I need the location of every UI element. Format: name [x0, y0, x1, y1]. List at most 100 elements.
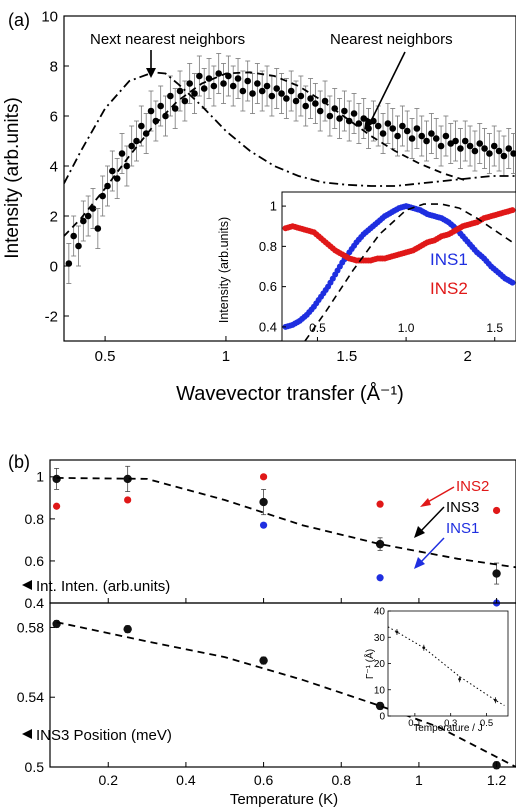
panel-a-data-point	[379, 130, 387, 137]
inset-b-ytick-label: 0	[379, 712, 385, 723]
inset-a-ytick-label: 0.4	[259, 319, 277, 334]
panel-a-data-point	[94, 225, 102, 232]
panel-a-data-point	[292, 97, 300, 105]
panel-a-data-point	[239, 87, 247, 95]
panel-a-data-point	[442, 132, 450, 140]
arrow-next-nearest-head	[146, 68, 156, 78]
arrow-ins1-head	[414, 557, 425, 569]
panel-a-data-point	[437, 142, 445, 150]
panel-b-ins3-point	[492, 569, 501, 578]
panel-a-data-point	[268, 92, 276, 100]
arrow-ins3-head	[414, 526, 425, 538]
panel-a-data-point	[254, 80, 261, 87]
panel-a-data-point	[118, 150, 126, 157]
panel-a-data-point	[220, 80, 227, 87]
panel-b-ins1-point	[259, 521, 268, 529]
panel-label-a: (a)	[8, 10, 30, 30]
inset-a-fit-curve	[304, 203, 513, 341]
panel-a-data-point	[428, 130, 435, 137]
panel-a-ytick-label: 0	[50, 258, 58, 275]
panel-a-data-point	[258, 87, 266, 95]
panel-a-xtick-label: 1.5	[336, 348, 357, 365]
panel-a-ytick-label: 2	[50, 208, 58, 225]
inset-a-xtick-label: 1.5	[486, 321, 503, 335]
panel-a-data-point	[384, 120, 392, 127]
panel-label-b: (b)	[8, 452, 30, 472]
panel-a-xtick-label: 0.5	[95, 348, 116, 365]
inset-b-ytick-label: 10	[374, 685, 386, 696]
panel-a-data-point	[486, 150, 493, 157]
panel-a-data-point	[128, 142, 135, 150]
panel-a-inset-plot: 0.4 0.6 0.8 1 0.5 1.0 1.5 Intensity (arb.units…	[217, 191, 516, 342]
panel-b-ins3-point	[259, 497, 268, 507]
panel-a-data-point	[287, 87, 295, 95]
panel-a-ytick-label: -2	[45, 308, 58, 325]
panel-a-data-point	[418, 132, 426, 140]
panel-a-data-point	[312, 100, 319, 107]
panel-a-data-point	[408, 135, 416, 142]
panel-a-data-point	[167, 92, 174, 100]
panel-b-ins3-point	[375, 539, 385, 549]
panel-a-data-point	[326, 112, 334, 120]
inset-a-legend-ins2: INS2	[430, 279, 468, 298]
panel-a-xlabel: Wavevector transfer (Å⁻¹)	[176, 382, 404, 405]
inset-b-xtick-label: 0.3	[444, 718, 457, 729]
inset-a-ins2-point	[509, 207, 516, 214]
panel-a-data-point	[249, 90, 256, 97]
panel-a-xtick-label: 1	[222, 348, 230, 365]
panel-a-data-point	[500, 152, 508, 160]
panel-a-data-point	[360, 115, 368, 122]
inset-a-ylabel: Intensity (arb.units)	[217, 217, 231, 323]
panel-a-data-point	[283, 95, 290, 102]
panel-a-data-point	[171, 105, 179, 112]
panel-a-data-point	[374, 122, 382, 130]
panel-b-ins3-point	[123, 474, 132, 484]
inset-b-fit-curve	[387, 626, 505, 706]
panel-a-data-point	[481, 145, 488, 152]
panel-a-data-point	[461, 137, 469, 145]
panel-a-data-point	[210, 82, 218, 90]
inset-a-xtick-label: 1.0	[398, 321, 415, 335]
panel-a-data-point	[495, 147, 503, 155]
panel-b-top-ytick-label: 0.4	[25, 595, 45, 611]
panel-b-ins3-point	[52, 474, 61, 484]
panel-a-data-point	[341, 107, 348, 115]
panel-a-data-point	[273, 85, 281, 92]
panel-b-bottom-xtick-label: 0.8	[332, 772, 352, 788]
panel-a-data-point	[157, 102, 164, 110]
panel-b-inset-plot: 0 10 20 30 40 0.1 0.3 0.5 Γ⁻¹ (Å) Temperature /…	[363, 607, 509, 734]
inset-b-ytick-label: 40	[374, 607, 386, 618]
panel-a-data-point	[413, 125, 421, 132]
panel-a-data-point	[186, 80, 193, 87]
panel-a-data-point	[200, 85, 208, 92]
panel-a-data-point	[350, 110, 358, 117]
panel-a-data-point	[65, 260, 73, 267]
panel-a-data-point	[138, 122, 145, 130]
panel-a-xtick-label: 2	[463, 348, 471, 365]
arrow-ins2-shaft	[425, 486, 455, 504]
panel-a-data-point	[476, 140, 484, 147]
inset-a-xtick-label: 0.5	[309, 321, 326, 335]
panel-b-ins2-point	[124, 496, 132, 504]
panel-a-data-point	[505, 145, 513, 152]
panel-b-top-plot: 0.40.60.81 Int. Inten. (arb.units) INS2 …	[22, 459, 516, 611]
panel-a-data-point	[215, 70, 222, 77]
panel-b-bottom-frame	[49, 602, 516, 768]
panel-b-top-ytick-label: 0.6	[25, 553, 45, 569]
panel-a-data-point	[302, 102, 310, 110]
arrow-ins1-shaft	[419, 537, 445, 564]
arrow-ins3-position	[22, 729, 32, 739]
panel-a-data-point	[307, 95, 314, 102]
panel-a-ytick-label: 4	[50, 158, 58, 175]
panel-a-data-point	[490, 142, 498, 150]
annotation-next-nearest: Next nearest neighbors	[90, 31, 245, 48]
inset-a-ins1-point	[509, 279, 516, 286]
panel-a-data-point	[191, 90, 198, 97]
panel-a-data-point	[263, 82, 271, 90]
panel-a-data-point	[205, 75, 213, 82]
panel-b-bottom-ins3-point	[52, 619, 61, 629]
panel-b-ins2-point	[259, 473, 268, 481]
panel-a-data-point	[181, 97, 189, 105]
panel-b-ins1-point	[376, 574, 384, 582]
